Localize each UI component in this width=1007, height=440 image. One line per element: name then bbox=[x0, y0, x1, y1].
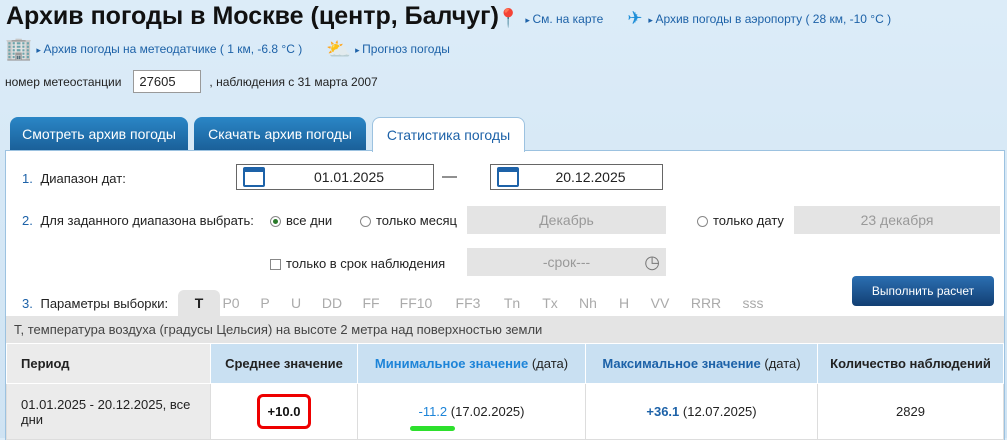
date-to-input[interactable]: 20.12.2025 bbox=[490, 164, 663, 190]
station-input[interactable]: 27605 bbox=[133, 70, 202, 93]
step1-number: 1. bbox=[22, 171, 33, 186]
clock-icon: ◷ bbox=[644, 251, 660, 272]
step3-label: Параметры выборки: bbox=[40, 296, 169, 311]
param-RRR[interactable]: RRR bbox=[690, 295, 722, 311]
header-count: Количество наблюдений bbox=[817, 343, 1004, 384]
header-period: Период bbox=[6, 343, 211, 384]
map-link[interactable]: См. на карте bbox=[525, 12, 603, 26]
cell-count: 2829 bbox=[817, 383, 1004, 440]
step2-label: Для заданного диапазона выбрать: bbox=[40, 213, 254, 228]
radio-only-month[interactable]: только месяц bbox=[360, 213, 457, 228]
param-FF10[interactable]: FF10 bbox=[399, 295, 433, 311]
cell-period: 01.01.2025 - 20.12.2025, все дни bbox=[6, 383, 211, 440]
cell-min: -11.2 (17.02.2025) bbox=[357, 383, 586, 440]
date-from-input[interactable]: 01.01.2025 bbox=[236, 164, 434, 190]
cell-max: +36.1 (12.07.2025) bbox=[585, 383, 818, 440]
building-icon: 🏢 bbox=[5, 36, 33, 61]
table-row: 01.01.2025 - 20.12.2025, все дни +10.0 -… bbox=[6, 383, 1004, 440]
param-H[interactable]: H bbox=[618, 295, 630, 311]
param-U[interactable]: U bbox=[290, 295, 302, 311]
param-Tx[interactable]: Tx bbox=[542, 295, 558, 311]
observations-since: , наблюдения с 31 марта 2007 bbox=[209, 74, 378, 89]
tab-view-archive[interactable]: Смотреть архив погоды bbox=[10, 117, 188, 151]
calendar-icon[interactable] bbox=[497, 167, 519, 187]
checkbox-term-only[interactable]: только в срок наблюдения bbox=[270, 256, 445, 271]
station-label: номер метеостанции bbox=[5, 74, 122, 89]
param-P0[interactable]: P0 bbox=[222, 295, 240, 311]
param-FF[interactable]: FF bbox=[362, 295, 380, 311]
calendar-icon[interactable] bbox=[243, 167, 265, 187]
header-average: Среднее значение bbox=[210, 343, 358, 384]
param-Nh[interactable]: Nh bbox=[579, 295, 597, 311]
radio-only-date[interactable]: только дату bbox=[697, 213, 784, 228]
param-VV[interactable]: VV bbox=[650, 295, 670, 311]
weather-cloud-icon: ⛅ bbox=[326, 38, 352, 61]
month-select[interactable]: Декабрь bbox=[467, 206, 666, 234]
map-pin-icon: 📍 bbox=[497, 8, 520, 28]
parameter-description: T, температура воздуха (градусы Цельсия)… bbox=[6, 316, 1004, 343]
calculate-button[interactable]: Выполнить расчет bbox=[852, 276, 994, 306]
param-sss[interactable]: sss bbox=[742, 295, 764, 311]
date-select[interactable]: 23 декабря bbox=[794, 206, 1000, 234]
cell-average: +10.0 bbox=[210, 383, 358, 440]
table-header-row: Период Среднее значение Минимальное знач… bbox=[6, 343, 1004, 384]
param-FF3[interactable]: FF3 bbox=[455, 295, 481, 311]
tab-download-archive[interactable]: Скачать архив погоды bbox=[194, 117, 366, 151]
param-Tn[interactable]: Tn bbox=[503, 295, 521, 311]
date-range-dash: — bbox=[442, 168, 457, 185]
sensor-archive-link[interactable]: Архив погоды на метеодатчике ( 1 км, -6.… bbox=[36, 42, 302, 56]
radio-all-days[interactable]: все дни bbox=[270, 213, 332, 228]
param-T[interactable]: T bbox=[178, 290, 220, 316]
step3-number: 3. bbox=[22, 296, 33, 311]
forecast-link[interactable]: Прогноз погоды bbox=[355, 42, 450, 56]
airport-archive-link[interactable]: Архив погоды в аэропорту ( 28 км, -10 °C… bbox=[648, 12, 891, 26]
param-DD[interactable]: DD bbox=[321, 295, 343, 311]
header-min: Минимальное значение (дата) bbox=[357, 343, 586, 384]
airplane-icon: ✈ bbox=[627, 8, 643, 28]
statistics-table: Период Среднее значение Минимальное знач… bbox=[6, 343, 1004, 440]
step1-label: Диапазон дат: bbox=[40, 171, 126, 186]
page-title: Архив погоды в Москве (центр, Балчуг) bbox=[6, 2, 499, 30]
step2-number: 2. bbox=[22, 213, 33, 228]
tab-statistics[interactable]: Статистика погоды bbox=[372, 117, 525, 152]
term-select[interactable]: -срок--- ◷ bbox=[467, 248, 666, 276]
header-max: Максимальное значение (дата) bbox=[585, 343, 818, 384]
param-P[interactable]: P bbox=[260, 295, 270, 311]
